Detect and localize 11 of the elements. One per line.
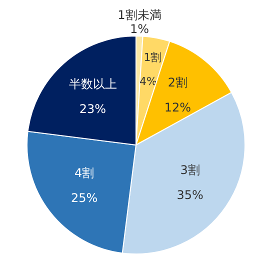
data-label: 35% <box>176 188 204 202</box>
slice-label: 3割 <box>180 162 200 177</box>
slice-label: 4割 <box>74 166 94 180</box>
data-label: 12% <box>164 100 192 115</box>
data-label: 25% <box>70 191 98 206</box>
slice-label: 半数以上 <box>68 76 117 91</box>
slice-label: 1割未満 <box>118 8 162 22</box>
slice-label: 2割 <box>168 76 188 90</box>
data-label: 1% <box>130 22 150 36</box>
data-label: 23% <box>79 102 106 116</box>
slice-label: 1割 <box>144 51 162 64</box>
